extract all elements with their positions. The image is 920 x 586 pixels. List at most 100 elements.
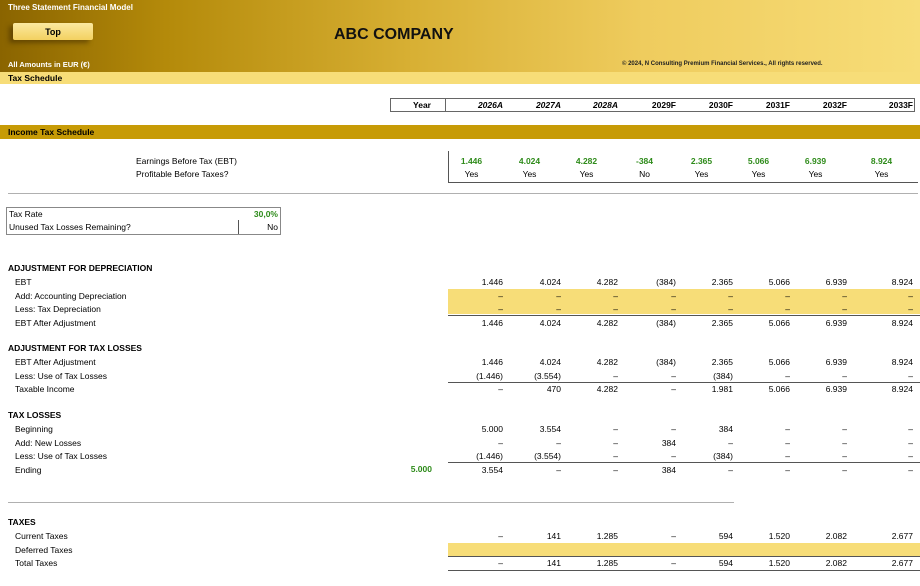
- inputs-divider: [238, 220, 239, 234]
- schedule-title-bar: Tax Schedule: [0, 72, 920, 84]
- summary-ebt-cell: 8.924: [870, 156, 893, 166]
- summary-ebt-cell: 1.446: [460, 156, 483, 166]
- depreciation-cell: –: [842, 290, 847, 301]
- depreciation-cell: 6.939: [825, 277, 847, 287]
- tax-loss-adj-cell: –: [842, 370, 847, 381]
- taxes-cell: 2.677: [891, 531, 913, 541]
- tax-loss-adj-cell: –: [908, 370, 913, 381]
- tax-loss-adj-row-label: EBT After Adjustment: [15, 357, 96, 367]
- summary-ebt-cell: -384: [635, 156, 653, 166]
- depreciation-cell: 4.282: [596, 277, 618, 287]
- tax-losses-cell: –: [671, 424, 676, 434]
- year-header-2028A: 2028A: [592, 100, 618, 110]
- taxes-cell: 1.285: [596, 531, 618, 541]
- tax-losses-cell: –: [842, 424, 847, 434]
- summary-profitable-cell: Yes: [874, 169, 889, 179]
- depreciation-cell: –: [785, 304, 790, 314]
- taxes-cell: 141: [546, 558, 561, 568]
- tax-losses-cell: –: [842, 464, 847, 475]
- depreciation-cell: –: [728, 290, 733, 301]
- summary-profitable-cell: Yes: [522, 169, 537, 179]
- tax-loss-adj-cell: 1.981: [711, 384, 733, 394]
- tax-losses-divider: [8, 502, 734, 503]
- depreciation-row-label: Add: Accounting Depreciation: [15, 290, 127, 301]
- tax-losses-cell: –: [613, 437, 618, 448]
- company-name: ABC COMPANY: [334, 26, 454, 43]
- depreciation-row-label: Less: Tax Depreciation: [15, 304, 101, 314]
- model-header: Three Statement Financial Model Top ABC …: [0, 0, 920, 72]
- taxes-cell: –: [498, 531, 503, 541]
- depreciation-cell: –: [908, 290, 913, 301]
- tax-losses-cell: –: [613, 424, 618, 434]
- tax-losses-cell: 3.554: [481, 464, 503, 475]
- depreciation-cell: –: [613, 290, 618, 301]
- top-button[interactable]: Top: [13, 23, 93, 40]
- tax-losses-cell: –: [728, 437, 733, 448]
- tax-loss-adj-cell: 4.282: [596, 357, 618, 367]
- tax-loss-adj-cell: (1.446): [476, 370, 503, 381]
- tax-losses-cell: 384: [661, 437, 676, 448]
- depreciation-cell: 4.282: [596, 317, 618, 328]
- taxes-cell: 2.677: [891, 558, 913, 568]
- tax-loss-adj-cell: 1.446: [481, 357, 503, 367]
- tax-losses-cell: (3.554): [534, 451, 561, 461]
- year-header-2029F: 2029F: [651, 100, 676, 110]
- taxes-cell: 1.285: [596, 558, 618, 568]
- depreciation-cell: –: [785, 290, 790, 301]
- depreciation-cell: 4.024: [539, 277, 561, 287]
- tax-loss-adj-cell: –: [498, 384, 503, 394]
- summary-bottom-border: [448, 182, 918, 183]
- depreciation-cell: –: [671, 290, 676, 301]
- tax-losses-cell: –: [785, 424, 790, 434]
- tax-losses-cell: (1.446): [476, 451, 503, 461]
- taxes-cell: 2.082: [825, 531, 847, 541]
- tax-losses-row-label: Ending: [15, 464, 42, 475]
- taxes-cell: 1.520: [768, 531, 790, 541]
- tax-loss-adj-cell: 470: [546, 384, 561, 394]
- depreciation-total-line: [448, 315, 920, 316]
- tax-loss-adj-cell: 6.939: [825, 384, 847, 394]
- taxes-cell: 594: [718, 531, 733, 541]
- tax-rate-input[interactable]: 30,0%: [253, 209, 278, 219]
- tax-losses-cell: 384: [661, 464, 676, 475]
- tax-losses-cell: –: [556, 464, 561, 475]
- tax-loss-adj-cell: –: [671, 370, 676, 381]
- tax-losses-cell: –: [908, 464, 913, 475]
- tax-losses-cell: –: [785, 464, 790, 475]
- income-tax-schedule-bar: Income Tax Schedule: [0, 125, 920, 139]
- tax-losses-cell: 384: [718, 424, 733, 434]
- tax-losses-cell: –: [842, 451, 847, 461]
- tax-losses-row-label: Beginning: [15, 424, 53, 434]
- tax-losses-row-label: Less: Use of Tax Losses: [15, 451, 107, 461]
- tax-loss-adj-title: ADJUSTMENT FOR TAX LOSSES: [8, 343, 142, 353]
- summary-profitable-cell: Yes: [579, 169, 594, 179]
- depreciation-title: ADJUSTMENT FOR DEPRECIATION: [8, 263, 153, 273]
- summary-ebt-cell: 5.066: [747, 156, 770, 166]
- tax-losses-title: TAX LOSSES: [8, 410, 62, 420]
- summary-profitable-cell: Yes: [751, 169, 766, 179]
- tax-losses-row-label: Add: New Losses: [15, 437, 82, 448]
- deferred-taxes-band: [448, 543, 920, 556]
- copyright-notice: © 2024, N Consulting Premium Financial S…: [622, 61, 823, 67]
- tax-losses-cell: –: [785, 451, 790, 461]
- year-header-2031F: 2031F: [765, 100, 790, 110]
- tax-losses-cell: –: [785, 437, 790, 448]
- income-tax-schedule-title: Income Tax Schedule: [8, 127, 95, 137]
- year-header-2033F: 2033F: [888, 100, 913, 110]
- taxes-cell: 1.520: [768, 558, 790, 568]
- depreciation-cell: (384): [656, 277, 676, 287]
- tax-losses-cell: –: [498, 437, 503, 448]
- profitable-label: Profitable Before Taxes?: [136, 169, 229, 179]
- tax-losses-cell: –: [556, 437, 561, 448]
- depreciation-cell: 8.924: [891, 317, 913, 328]
- depreciation-cell: 1.446: [481, 317, 503, 328]
- tax-losses-cell: 5.000: [481, 424, 503, 434]
- year-header-row: Year: [390, 98, 915, 112]
- depreciation-cell: 8.924: [891, 277, 913, 287]
- tax-losses-cell: –: [842, 437, 847, 448]
- tax-loss-adj-cell: (384): [713, 370, 733, 381]
- year-header-2032F: 2032F: [822, 100, 847, 110]
- taxes-cell: 141: [546, 531, 561, 541]
- taxes-cell: 2.082: [825, 558, 847, 568]
- summary-ebt-cell: 6.939: [804, 156, 827, 166]
